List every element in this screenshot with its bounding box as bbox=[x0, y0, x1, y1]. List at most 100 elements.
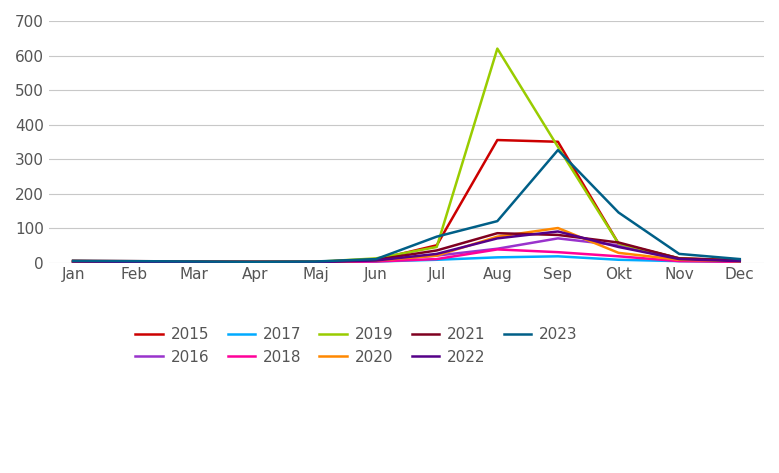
Line: 2018: 2018 bbox=[73, 249, 740, 262]
2017 bbox=[250, 259, 259, 265]
2021 bbox=[189, 259, 199, 265]
2022 bbox=[614, 244, 623, 250]
2017 bbox=[432, 257, 442, 263]
2019 bbox=[553, 144, 562, 150]
2019 bbox=[311, 259, 320, 265]
2022 bbox=[432, 251, 442, 257]
Line: 2016: 2016 bbox=[73, 238, 740, 262]
2020 bbox=[372, 258, 381, 263]
2020 bbox=[553, 225, 562, 231]
2023 bbox=[614, 210, 623, 215]
2016 bbox=[372, 258, 381, 264]
2016 bbox=[675, 257, 684, 263]
2020 bbox=[311, 259, 320, 265]
2018 bbox=[372, 259, 381, 264]
2021 bbox=[250, 259, 259, 265]
2019 bbox=[129, 259, 139, 265]
2023 bbox=[189, 259, 199, 264]
2021 bbox=[735, 258, 745, 263]
2023 bbox=[735, 256, 745, 262]
2018 bbox=[614, 254, 623, 259]
2021 bbox=[69, 258, 78, 264]
2017 bbox=[311, 259, 320, 265]
2016 bbox=[432, 253, 442, 258]
2021 bbox=[311, 259, 320, 265]
2018 bbox=[553, 249, 562, 255]
2022 bbox=[553, 228, 562, 234]
2015 bbox=[553, 139, 562, 145]
2019 bbox=[372, 255, 381, 261]
2022 bbox=[69, 259, 78, 264]
2019 bbox=[69, 259, 78, 265]
2018 bbox=[250, 259, 259, 265]
2022 bbox=[675, 256, 684, 262]
2015 bbox=[372, 257, 381, 263]
2018 bbox=[432, 256, 442, 262]
2022 bbox=[492, 236, 502, 241]
2016 bbox=[492, 246, 502, 252]
2018 bbox=[189, 259, 199, 265]
2023 bbox=[69, 258, 78, 263]
Line: 2017: 2017 bbox=[73, 256, 740, 262]
2023 bbox=[129, 258, 139, 264]
2023 bbox=[675, 251, 684, 257]
2023 bbox=[372, 256, 381, 262]
2017 bbox=[553, 254, 562, 259]
2021 bbox=[614, 240, 623, 245]
Line: 2022: 2022 bbox=[73, 231, 740, 262]
2020 bbox=[189, 259, 199, 265]
2021 bbox=[675, 255, 684, 261]
2022 bbox=[311, 259, 320, 265]
2023 bbox=[311, 259, 320, 264]
2022 bbox=[735, 258, 745, 264]
2020 bbox=[735, 258, 745, 264]
2017 bbox=[675, 258, 684, 264]
2022 bbox=[250, 259, 259, 265]
2023 bbox=[553, 147, 562, 153]
Line: 2023: 2023 bbox=[73, 150, 740, 262]
2017 bbox=[189, 259, 199, 265]
2017 bbox=[372, 259, 381, 264]
2015 bbox=[69, 258, 78, 263]
2017 bbox=[492, 254, 502, 260]
2018 bbox=[492, 246, 502, 252]
2019 bbox=[492, 46, 502, 52]
2016 bbox=[69, 259, 78, 265]
Line: 2019: 2019 bbox=[73, 49, 740, 262]
2021 bbox=[432, 247, 442, 253]
2019 bbox=[735, 258, 745, 264]
2015 bbox=[189, 259, 199, 264]
2018 bbox=[675, 258, 684, 264]
2022 bbox=[189, 259, 199, 265]
2022 bbox=[129, 259, 139, 265]
2015 bbox=[311, 259, 320, 265]
Legend: 2015, 2016, 2017, 2018, 2019, 2020, 2021, 2022, 2023: 2015, 2016, 2017, 2018, 2019, 2020, 2021… bbox=[129, 321, 583, 371]
2017 bbox=[735, 259, 745, 265]
2020 bbox=[69, 258, 78, 264]
2021 bbox=[553, 232, 562, 238]
2015 bbox=[250, 259, 259, 265]
2016 bbox=[250, 259, 259, 265]
2020 bbox=[432, 253, 442, 258]
2019 bbox=[189, 259, 199, 265]
2019 bbox=[675, 255, 684, 261]
2015 bbox=[735, 257, 745, 263]
2021 bbox=[129, 259, 139, 264]
Line: 2015: 2015 bbox=[73, 140, 740, 262]
2023 bbox=[432, 234, 442, 239]
2019 bbox=[614, 241, 623, 246]
2020 bbox=[250, 259, 259, 265]
2019 bbox=[250, 259, 259, 265]
2021 bbox=[372, 257, 381, 263]
2020 bbox=[492, 234, 502, 239]
Line: 2021: 2021 bbox=[73, 233, 740, 262]
2015 bbox=[129, 258, 139, 264]
Line: 2020: 2020 bbox=[73, 228, 740, 262]
2016 bbox=[129, 259, 139, 265]
2017 bbox=[614, 257, 623, 263]
2020 bbox=[675, 257, 684, 263]
2016 bbox=[311, 259, 320, 265]
2016 bbox=[189, 259, 199, 265]
2018 bbox=[69, 259, 78, 265]
2018 bbox=[735, 259, 745, 265]
